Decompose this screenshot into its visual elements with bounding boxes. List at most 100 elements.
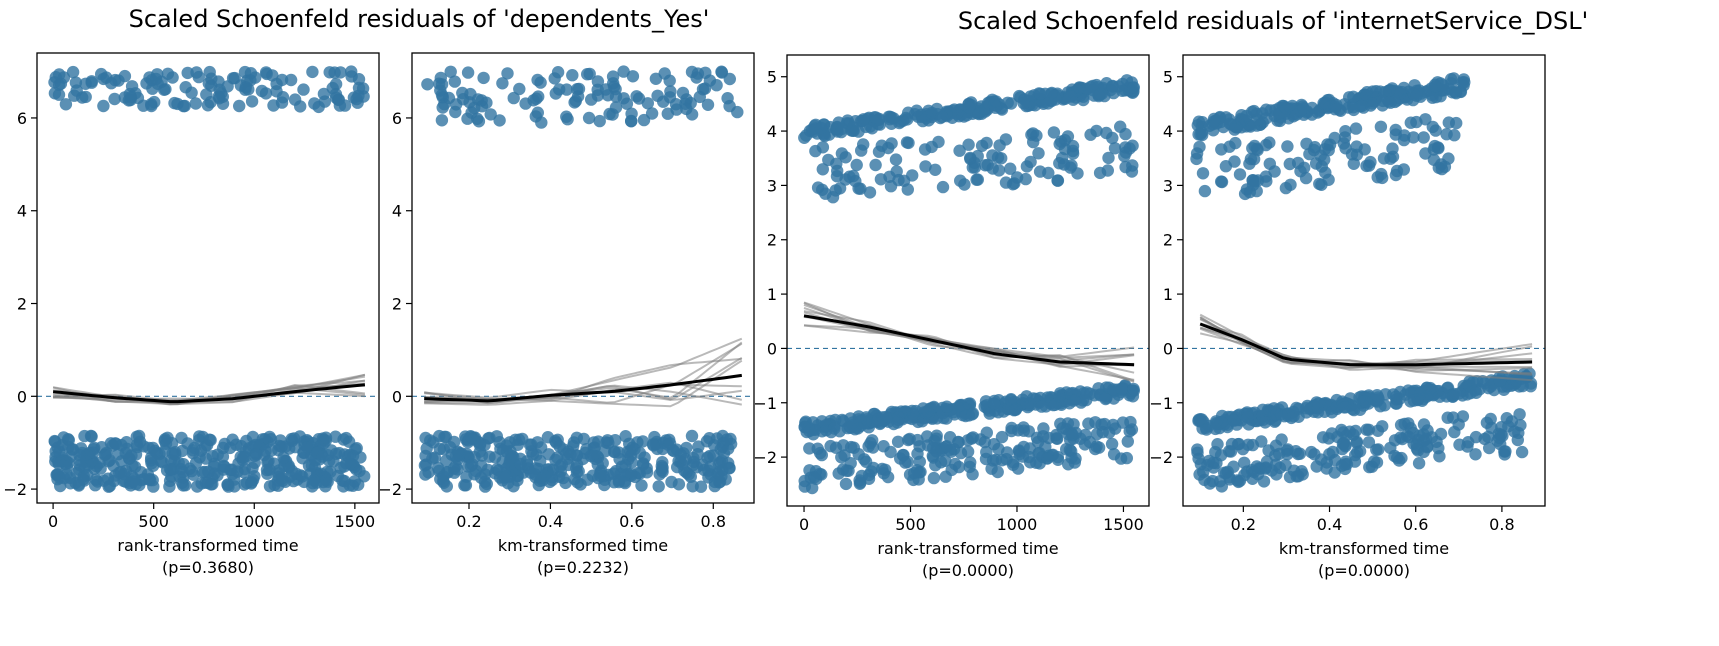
- residual-point: [839, 477, 853, 491]
- residual-point: [609, 90, 623, 103]
- residual-point: [271, 479, 285, 492]
- residual-point: [926, 449, 939, 463]
- residual-point: [850, 158, 863, 172]
- residual-point: [626, 441, 639, 454]
- residual-point: [1397, 163, 1411, 176]
- residual-point: [1469, 448, 1482, 461]
- residual-point: [723, 99, 736, 113]
- residual-point: [1364, 155, 1377, 169]
- residual-point: [1106, 418, 1120, 432]
- residual-point: [1233, 168, 1247, 181]
- residual-point: [816, 163, 829, 176]
- residual-point: [1339, 125, 1352, 138]
- residual-point: [1450, 87, 1463, 100]
- residual-point: [816, 183, 829, 196]
- residual-point: [657, 95, 670, 108]
- residual-point: [995, 454, 1009, 467]
- residual-point: [250, 448, 263, 461]
- residual-points: [418, 65, 744, 493]
- p-value-label: (p=0.0000): [922, 561, 1014, 580]
- residual-point: [903, 432, 916, 446]
- residual-point: [421, 78, 434, 91]
- residual-point: [155, 75, 168, 88]
- residual-point: [468, 468, 481, 481]
- residual-point: [663, 437, 677, 450]
- residual-point: [1417, 418, 1431, 431]
- residual-point: [1382, 84, 1396, 97]
- residual-panel-dsl-rank: 0 500 1000 1500 −2 −1 0 1 2 3 4 5 rank-transformed t…: [753, 54, 1150, 580]
- residual-point: [1410, 442, 1424, 455]
- residual-point: [1116, 84, 1129, 98]
- residual-point: [1017, 424, 1030, 437]
- residual-point: [987, 98, 1001, 112]
- x-tick-label: 0.8: [701, 512, 726, 531]
- residual-point: [1376, 94, 1390, 108]
- residual-point: [1049, 93, 1062, 106]
- residual-point: [680, 102, 693, 116]
- x-tick-label: 1500: [334, 512, 375, 531]
- axes-frame: [36, 52, 380, 504]
- residual-point: [847, 121, 860, 134]
- p-value-label: (p=0.3680): [162, 558, 254, 577]
- residual-point: [1035, 400, 1048, 413]
- residual-point: [1094, 87, 1107, 101]
- residual-point: [581, 68, 594, 81]
- residual-point: [1291, 447, 1305, 461]
- residual-point: [473, 439, 487, 452]
- residual-point: [1236, 442, 1250, 456]
- residual-point: [835, 125, 848, 139]
- residual-point: [685, 65, 699, 79]
- residual-point: [1067, 418, 1080, 431]
- residual-point: [1429, 124, 1442, 137]
- residual-point: [1358, 395, 1372, 408]
- residual-point: [203, 433, 216, 446]
- residual-point: [1004, 162, 1017, 175]
- residual-point: [293, 430, 307, 443]
- y-tick-label: −1: [753, 394, 777, 413]
- plot-area: [37, 65, 379, 493]
- residual-point: [1319, 166, 1332, 179]
- y-tick-label: 2: [1163, 231, 1173, 250]
- residual-point: [1067, 394, 1080, 407]
- residual-point: [1456, 76, 1469, 89]
- residual-point: [507, 91, 520, 105]
- residual-point: [1119, 160, 1132, 174]
- residual-point: [265, 444, 278, 457]
- residual-point: [78, 429, 91, 443]
- residual-point: [529, 462, 542, 475]
- plot-area: [1183, 72, 1545, 493]
- residual-point: [1227, 414, 1241, 427]
- residual-point: [1410, 115, 1423, 129]
- residual-point: [929, 459, 942, 472]
- residual-point: [593, 114, 606, 128]
- residual-point: [979, 452, 993, 466]
- residual-point: [553, 460, 567, 473]
- residual-point: [906, 407, 920, 420]
- residual-point: [869, 158, 882, 172]
- residual-point: [987, 397, 1001, 410]
- residual-point: [1347, 157, 1361, 170]
- residual-point: [1412, 457, 1426, 470]
- figure-title-internet-service: Scaled Schoenfeld residuals of 'internet…: [958, 7, 1588, 35]
- residual-point: [507, 480, 520, 493]
- residual-point: [859, 455, 873, 468]
- residual-point: [103, 479, 117, 493]
- residual-point: [972, 107, 986, 121]
- residual-point: [1246, 174, 1259, 187]
- residual-point: [79, 77, 92, 91]
- residual-point: [900, 136, 914, 149]
- residual-point: [1108, 142, 1122, 155]
- residual-point: [488, 451, 502, 464]
- residual-point: [907, 467, 921, 480]
- residual-point: [1121, 435, 1135, 448]
- residual-point: [1338, 458, 1352, 471]
- residual-point: [911, 447, 924, 460]
- residual-point: [940, 440, 953, 453]
- residual-point: [866, 434, 879, 447]
- residual-point: [949, 457, 962, 471]
- residual-point: [1004, 393, 1018, 407]
- residual-point: [1514, 419, 1527, 432]
- residual-point: [701, 98, 715, 112]
- residual-point: [551, 66, 565, 79]
- residual-point: [701, 451, 714, 464]
